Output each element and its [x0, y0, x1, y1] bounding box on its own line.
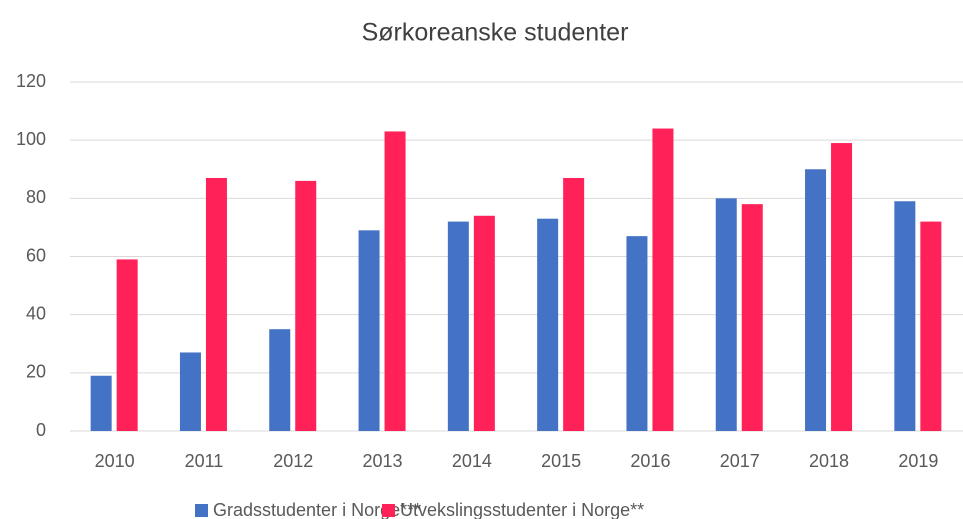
x-tick-label: 2016: [630, 451, 670, 471]
y-tick-label: 100: [16, 129, 46, 149]
bar: [563, 177, 585, 431]
bar: [831, 143, 853, 431]
x-tick-label: 2011: [185, 451, 224, 471]
x-tick-label: 2012: [273, 451, 313, 471]
x-tick-label: 2013: [363, 451, 403, 471]
bar: [715, 198, 737, 431]
bar: [805, 169, 827, 431]
y-tick-label: 80: [26, 187, 46, 207]
y-tick-label: 60: [26, 245, 46, 265]
bar: [205, 177, 227, 431]
bar: [920, 221, 942, 431]
y-tick-label: 0: [36, 420, 46, 440]
bar: [447, 221, 469, 431]
bar: [473, 215, 495, 431]
x-tick-label: 2010: [95, 451, 135, 471]
y-tick-label: 120: [16, 71, 46, 91]
bar: [90, 375, 112, 431]
legend-label: Utvekslingsstudenter i Norge**: [400, 500, 644, 519]
y-tick-label: 40: [26, 303, 46, 323]
bar: [537, 218, 559, 431]
legend-label: Gradsstudenter i Norge***: [213, 500, 421, 519]
bar: [179, 352, 201, 431]
legend-swatch: [382, 504, 395, 517]
chart-title: Sørkoreanske studenter: [362, 19, 629, 47]
bar: [652, 128, 674, 432]
bar: [384, 131, 406, 432]
bar: [894, 201, 916, 431]
x-tick-label: 2019: [898, 451, 938, 471]
bar: [626, 236, 648, 431]
x-tick-label: 2014: [452, 451, 492, 471]
x-tick-label: 2015: [541, 451, 581, 471]
legend-swatch: [195, 504, 208, 517]
bar: [295, 180, 317, 431]
bar: [269, 329, 291, 431]
y-tick-label: 20: [26, 362, 46, 382]
x-tick-label: 2017: [720, 451, 760, 471]
x-tick-label: 2018: [809, 451, 849, 471]
bar: [116, 259, 138, 431]
bar: [358, 230, 380, 431]
bar: [741, 204, 763, 431]
